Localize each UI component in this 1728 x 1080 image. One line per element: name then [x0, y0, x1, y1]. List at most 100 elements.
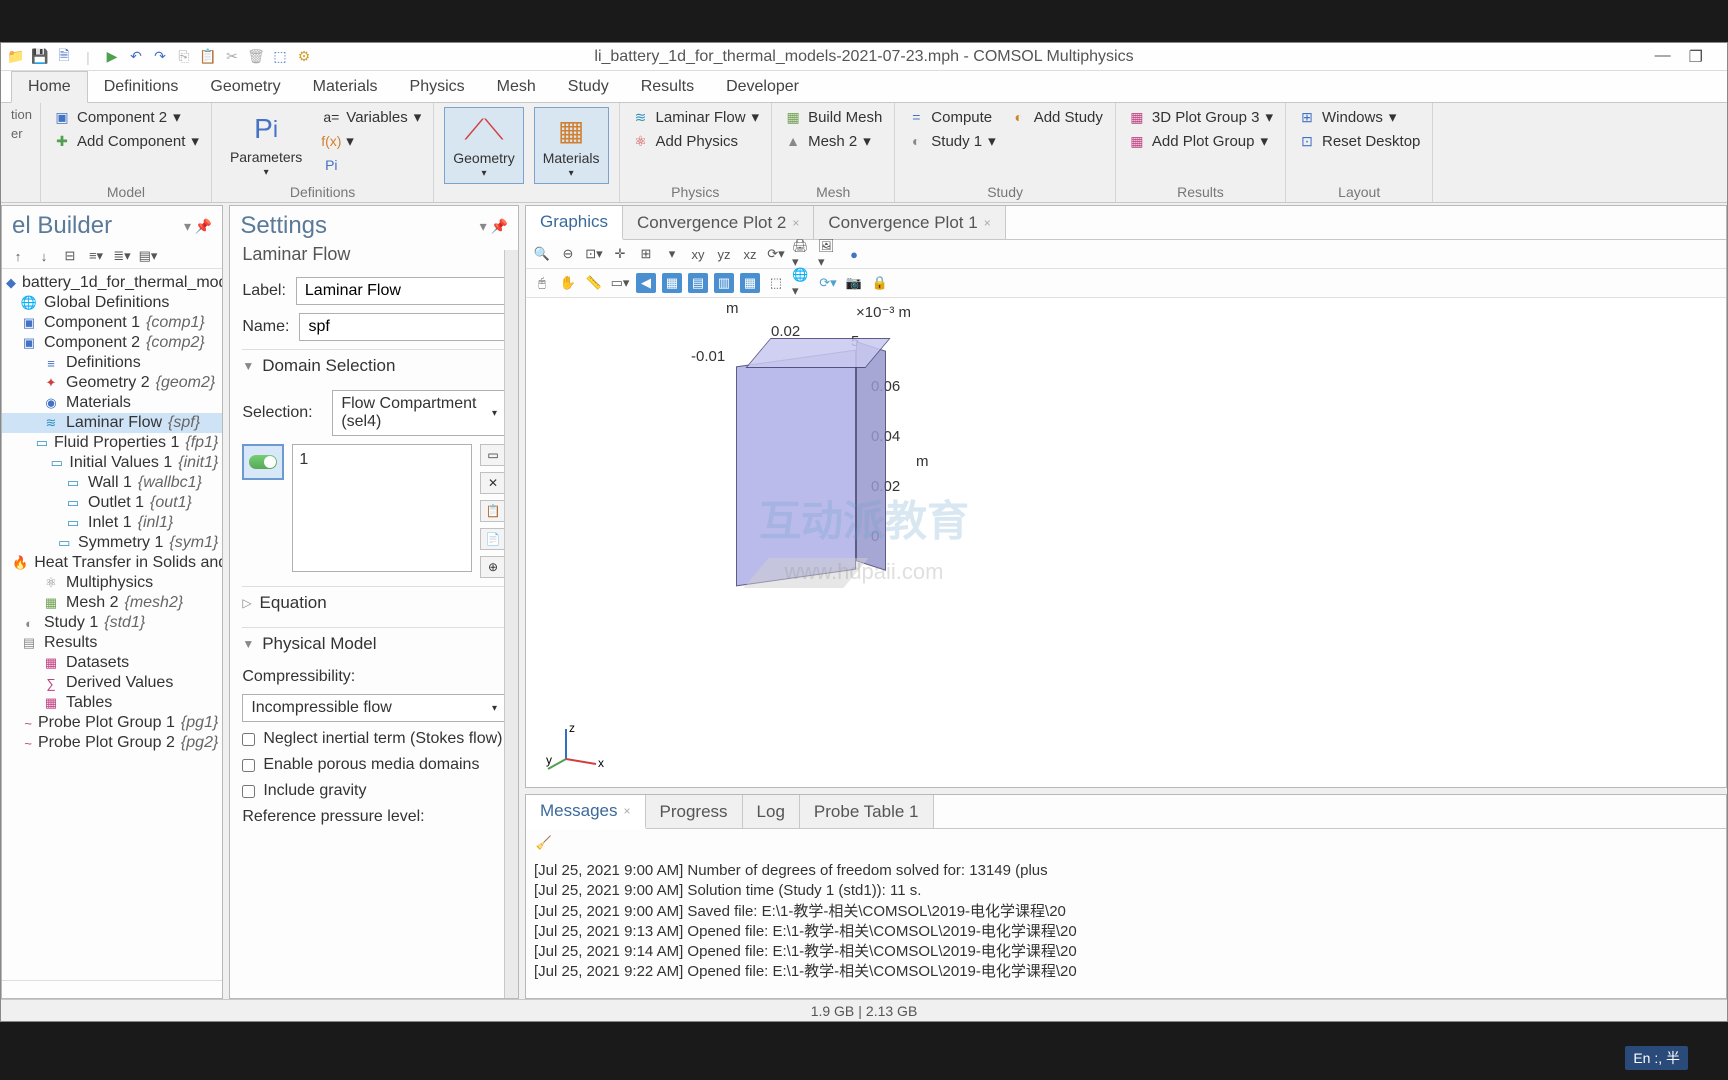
- messages-tab[interactable]: Log: [743, 795, 800, 828]
- copy-icon[interactable]: ⎘: [175, 48, 193, 66]
- tree-item[interactable]: ⚛Multiphysics: [2, 573, 222, 593]
- pi-button[interactable]: Pi: [320, 155, 423, 175]
- messages-tab[interactable]: Messages ×: [526, 795, 646, 829]
- sel-remove-icon[interactable]: ✕: [480, 472, 506, 494]
- select-icon[interactable]: ⬚: [271, 48, 289, 66]
- build-mesh-button[interactable]: ▦Build Mesh: [782, 107, 884, 127]
- tree-root[interactable]: ◆ battery_1d_for_thermal_models-2021-07-…: [2, 273, 222, 293]
- globe-icon[interactable]: 🌐▾: [792, 273, 812, 293]
- xy-icon[interactable]: xy: [688, 244, 708, 264]
- tree-item[interactable]: 🌐Global Definitions: [2, 293, 222, 313]
- measure-icon[interactable]: 📏: [584, 273, 604, 293]
- reset-desktop-button[interactable]: ⊡Reset Desktop: [1296, 131, 1422, 151]
- laminar-flow-dropdown[interactable]: ≋Laminar Flow ▾: [630, 107, 762, 127]
- tree-item[interactable]: ≡Definitions: [2, 353, 222, 373]
- add-study-button[interactable]: ◐Add Study: [1008, 107, 1105, 127]
- expand-icon[interactable]: ≡▾: [86, 246, 106, 266]
- yz-icon[interactable]: yz: [714, 244, 734, 264]
- tree-item[interactable]: 🔥Heat Transfer in Solids and Fluids {ht}: [2, 553, 222, 573]
- sel-zoom-icon[interactable]: ⊕: [480, 556, 506, 578]
- up-icon[interactable]: ↑: [8, 246, 28, 266]
- tree-item[interactable]: ◉Materials: [2, 393, 222, 413]
- pan-icon[interactable]: ✋: [558, 273, 578, 293]
- cube-icon[interactable]: ⬚: [766, 273, 786, 293]
- tree-item[interactable]: ▭Initial Values 1 {init1}: [2, 453, 222, 473]
- equation-header[interactable]: ▷ Equation: [242, 586, 506, 619]
- extents-icon[interactable]: ⊞: [636, 244, 656, 264]
- tree-item[interactable]: ~Probe Plot Group 1 {pg1}: [2, 713, 222, 733]
- messages-area[interactable]: [Jul 25, 2021 9:00 AM] Number of degrees…: [526, 857, 1726, 980]
- graphics-tab[interactable]: Graphics: [526, 206, 623, 240]
- component-dropdown[interactable]: ▣Component 2 ▾: [51, 107, 201, 127]
- tree-item[interactable]: ▦Datasets: [2, 653, 222, 673]
- selection-list[interactable]: 1: [292, 444, 472, 572]
- print-icon[interactable]: 🖨▾: [792, 244, 812, 264]
- xz-icon[interactable]: xz: [740, 244, 760, 264]
- maximize-button[interactable]: ❐: [1689, 47, 1703, 67]
- ribbon-tab-home[interactable]: Home: [11, 71, 88, 103]
- parameters-button[interactable]: Pi Parameters▾: [222, 107, 310, 182]
- tree-item[interactable]: ▭Fluid Properties 1 {fp1}: [2, 433, 222, 453]
- tree-item[interactable]: ▭Outlet 1 {out1}: [2, 493, 222, 513]
- redo-icon[interactable]: ↷: [151, 48, 169, 66]
- variables-button[interactable]: a=Variables ▾: [320, 107, 423, 127]
- graphics-canvas[interactable]: m ×10⁻³ m 0.02 -0.01 5 0.06 0.04 0.02 0 …: [526, 298, 1726, 787]
- save-icon[interactable]: 💾: [31, 48, 49, 66]
- panel-menu-icon[interactable]: ▾ 📌: [480, 218, 508, 235]
- panel-menu-icon[interactable]: ▾ 📌: [184, 218, 212, 235]
- language-indicator[interactable]: En :, 半: [1625, 1046, 1688, 1070]
- tree-item[interactable]: ▤Results: [2, 633, 222, 653]
- label-input[interactable]: [296, 277, 518, 305]
- physical-model-header[interactable]: ▼ Physical Model: [242, 627, 506, 660]
- sel-paste-icon[interactable]: 📄: [480, 528, 506, 550]
- messages-tab[interactable]: Probe Table 1: [800, 795, 934, 828]
- compressibility-combo[interactable]: Incompressible flow▾: [242, 694, 506, 722]
- tree-item[interactable]: ✦Geometry 2 {geom2}: [2, 373, 222, 393]
- ribbon-tab-results[interactable]: Results: [625, 72, 710, 102]
- tree-item[interactable]: ≋Laminar Flow {spf}: [2, 413, 222, 433]
- expand2-icon[interactable]: ≣▾: [112, 246, 132, 266]
- clear-log-icon[interactable]: 🧹: [534, 833, 554, 853]
- image-icon[interactable]: 🖼▾: [818, 244, 838, 264]
- gravity-checkbox[interactable]: [242, 785, 255, 798]
- paste-icon[interactable]: 📋: [199, 48, 217, 66]
- sel-copy-icon[interactable]: 📋: [480, 500, 506, 522]
- messages-hscroll[interactable]: [526, 980, 1726, 998]
- materials-button[interactable]: ▦ Materials▾: [534, 107, 609, 184]
- center-icon[interactable]: ✛: [610, 244, 630, 264]
- ribbon-tab-materials[interactable]: Materials: [297, 72, 394, 102]
- settings-icon[interactable]: ⚙: [295, 48, 313, 66]
- folder-icon[interactable]: 📁: [7, 48, 25, 66]
- sel-add-icon[interactable]: ▭: [480, 444, 506, 466]
- tree-item[interactable]: ▦Tables: [2, 693, 222, 713]
- tree-item[interactable]: ∑Derived Values: [2, 673, 222, 693]
- cut-icon[interactable]: ✂: [223, 48, 241, 66]
- active-toggle[interactable]: [242, 444, 284, 480]
- delete-icon[interactable]: 🗑: [247, 48, 265, 66]
- functions-button[interactable]: f(x)▾: [320, 131, 423, 151]
- name-input[interactable]: [299, 313, 518, 341]
- rotate-icon[interactable]: ⟳▾: [766, 244, 786, 264]
- ribbon-tab-geometry[interactable]: Geometry: [194, 72, 296, 102]
- plot3d-dropdown[interactable]: ▦3D Plot Group 3 ▾: [1126, 107, 1275, 127]
- render4-icon[interactable]: ▥: [714, 273, 734, 293]
- messages-tab[interactable]: Progress: [646, 795, 743, 828]
- graphics-tab[interactable]: Convergence Plot 1 ×: [814, 206, 1005, 239]
- ribbon-tab-study[interactable]: Study: [552, 72, 625, 102]
- camera-icon[interactable]: 📷: [844, 273, 864, 293]
- domain-selection-header[interactable]: ▼ Domain Selection: [242, 349, 506, 382]
- ribbon-tab-definitions[interactable]: Definitions: [88, 72, 195, 102]
- run-icon[interactable]: ▶: [103, 48, 121, 66]
- ribbon-tab-developer[interactable]: Developer: [710, 72, 815, 102]
- render1-icon[interactable]: ◀: [636, 273, 656, 293]
- zoom-box-icon[interactable]: ⊡▾: [584, 244, 604, 264]
- tree-hscroll[interactable]: [2, 980, 222, 998]
- add-physics-button[interactable]: ⚛Add Physics: [630, 131, 762, 151]
- settings-vscroll[interactable]: [504, 250, 518, 998]
- refresh-icon[interactable]: ⟳▾: [818, 273, 838, 293]
- tree-item[interactable]: ◐Study 1 {std1}: [2, 613, 222, 633]
- saveas-icon[interactable]: 🗎: [55, 48, 73, 66]
- view-icon[interactable]: ▾: [662, 244, 682, 264]
- render3-icon[interactable]: ▤: [688, 273, 708, 293]
- porous-media-checkbox[interactable]: [242, 759, 255, 772]
